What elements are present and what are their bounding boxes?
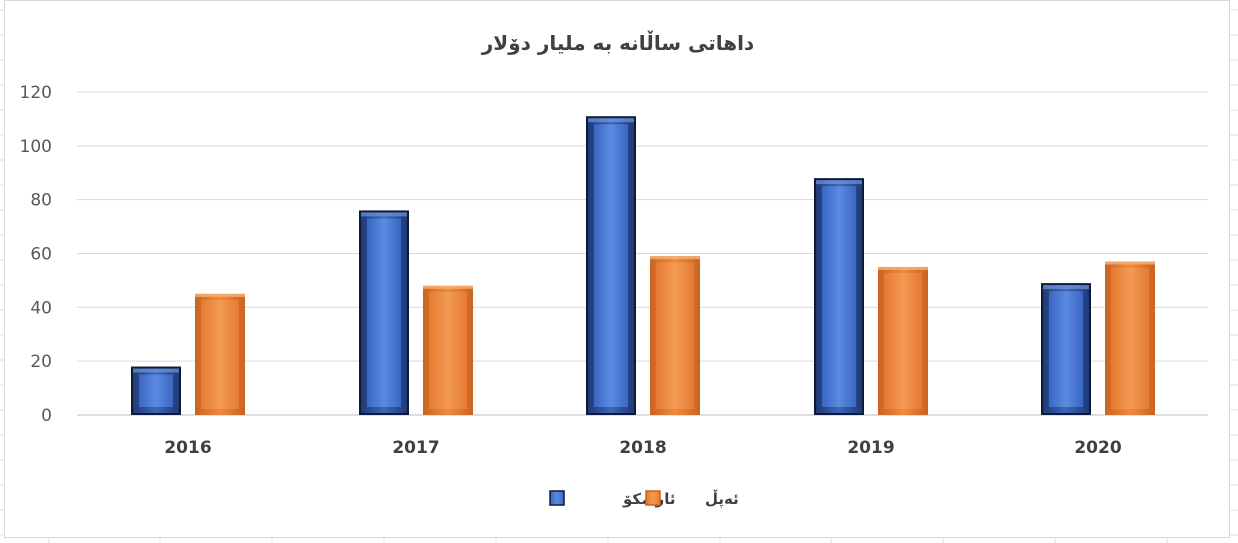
bar[interactable]	[359, 210, 409, 415]
bar[interactable]	[814, 178, 864, 415]
x-tick-label: 2020	[1074, 438, 1121, 458]
y-tick-label: 40	[30, 298, 52, 318]
x-tick-label: 2017	[392, 438, 439, 458]
y-tick-label: 80	[30, 191, 52, 211]
bar[interactable]	[1041, 283, 1091, 415]
x-tick-label: 2016	[164, 438, 211, 458]
bar[interactable]	[650, 256, 700, 415]
y-tick-label: 0	[41, 406, 52, 426]
chart-title: داهاتی ساڵانە بە ملیار دۆلار	[481, 30, 754, 55]
y-tick-label: 60	[30, 245, 52, 265]
x-tick-label: 2018	[619, 438, 666, 458]
legend-marker	[645, 490, 661, 506]
bar[interactable]	[878, 266, 928, 415]
legend-label: ئەپڵ	[705, 489, 739, 509]
y-tick-label: 20	[30, 352, 52, 372]
legend[interactable]: ئارامکۆئەپڵ	[549, 489, 739, 509]
x-axis: 2016 2017 2018 2019 2020	[164, 438, 1121, 458]
bar[interactable]	[586, 116, 636, 415]
y-tick-label: 120	[20, 83, 52, 103]
legend-item[interactable]: ئەپڵ	[645, 489, 739, 509]
legend-marker	[549, 490, 565, 506]
bars	[131, 116, 1155, 415]
y-axis: 0 20 40 60 80 100 120	[20, 83, 52, 426]
gridlines	[77, 91, 1208, 416]
chart-area[interactable]: 0 20 40 60 80 100 120 2016 2017 2018 2019 2020 داه…	[4, 0, 1230, 538]
bar[interactable]	[1105, 261, 1155, 415]
x-tick-label: 2019	[847, 438, 894, 458]
bar[interactable]	[131, 366, 181, 415]
y-tick-label: 100	[20, 137, 52, 157]
bar[interactable]	[423, 285, 473, 415]
column-chart: 0 20 40 60 80 100 120 2016 2017 2018 2019 2020 داه…	[20, 30, 1208, 509]
bar[interactable]	[195, 293, 245, 415]
